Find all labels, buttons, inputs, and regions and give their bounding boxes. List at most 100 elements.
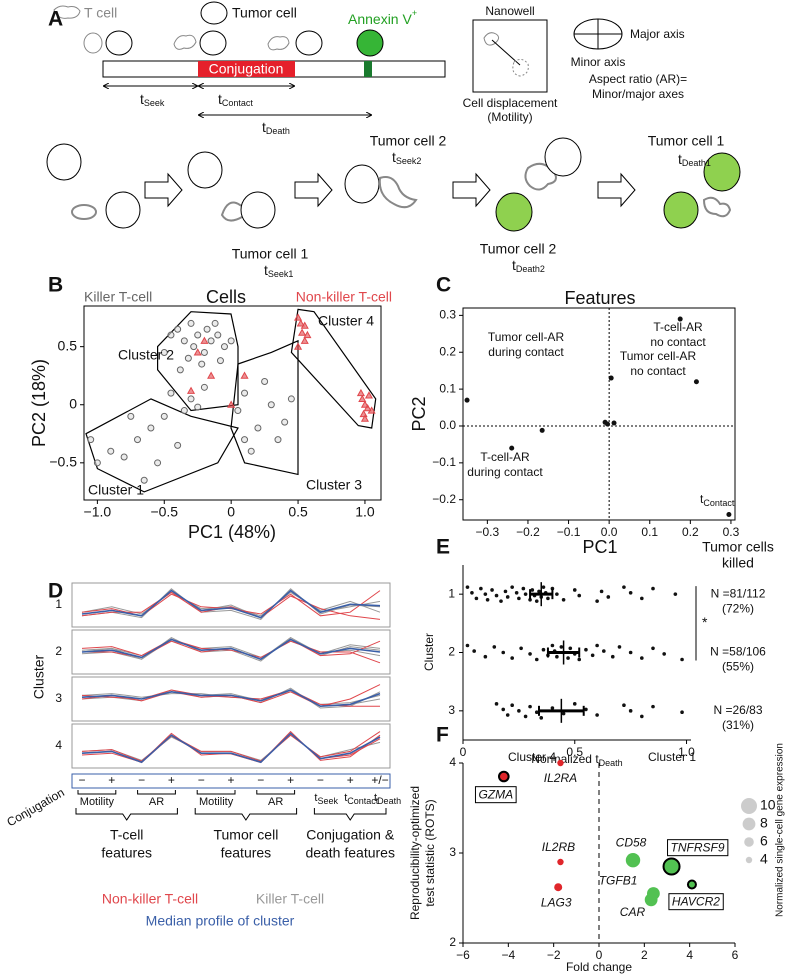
point [561,597,566,602]
displacement-label: (Motility) [487,110,532,124]
median-profile [81,638,381,661]
point [628,590,633,595]
x-tick-label: −0.5 [150,504,178,520]
point [300,321,309,329]
point [534,657,539,662]
y-tick-label: 1 [448,586,455,600]
displacement-label: Cell displacement [463,96,558,110]
annotation: during contact [488,345,564,359]
count-label: (31%) [722,718,754,732]
point [505,595,510,599]
point [296,319,305,327]
category-sign: + [168,773,175,787]
point [267,401,275,409]
point [499,599,503,603]
point [494,593,499,598]
t-sub: Seek [144,98,165,108]
point [200,348,208,356]
y-tick-label: 2 [449,935,456,949]
point [200,383,208,391]
sub: Death [599,758,623,768]
point [470,590,474,595]
dead-cell [356,29,384,57]
point [464,397,470,403]
cell [105,30,133,56]
point [367,406,376,414]
t-contact: tContact [218,91,253,109]
category-sign: − [138,773,145,787]
x-tick-label: −4 [501,948,515,962]
cell [83,32,103,54]
point [617,645,622,649]
point [485,597,490,602]
point [584,707,588,712]
step-arrow [452,172,491,208]
cluster-label: 4 [55,738,62,752]
point [247,447,255,455]
seq-time: tSeek1 [264,262,293,280]
t: t [512,257,516,273]
point [174,441,182,449]
t-cell-label: T cell [84,5,117,21]
sub: Seek [317,796,338,806]
size-legend-circle [745,856,753,864]
point [356,388,365,397]
x-axis-label: PC1 [582,537,617,557]
annotation: no contact [650,335,706,349]
category-sign: − [317,773,324,787]
point [510,656,514,660]
point [227,337,235,345]
group-bracket [256,790,296,795]
subscript-label: tContact [344,792,379,806]
point [200,336,209,344]
nonkiller-profile [81,731,381,762]
point [359,409,368,418]
category-sign: + [347,773,354,787]
y-tick-label: 2 [448,645,455,659]
point [216,357,224,365]
legend-label: Killer T-cell [256,891,324,907]
x-tick-label: −2 [547,948,561,962]
point [622,585,626,589]
gene-label: HAVCR2 [672,895,720,909]
point [577,657,582,662]
point [651,704,655,709]
point [521,586,526,591]
point [167,331,175,339]
y-tick-label: 4 [449,755,456,769]
point [572,702,577,706]
annotation: Tumor cell-AR [620,349,697,363]
point [120,453,128,461]
point [572,588,577,592]
subscript-label: tContact [700,492,735,508]
y-axis-label: PC2 (18%) [29,359,49,447]
point [358,394,367,402]
y-axis-label: Reproducibility-optimized [408,786,422,920]
point [180,407,188,415]
point [474,596,479,601]
point [465,643,470,648]
point [555,592,559,596]
count-label: (72%) [722,601,754,615]
y-tick-label: −0.5 [49,454,77,470]
annotation: no contact [630,364,686,378]
t: t [140,91,144,107]
point [503,589,508,594]
count-label: (55%) [722,660,754,674]
point [214,331,222,339]
point [566,656,570,660]
tumor-cell-icon [200,1,228,25]
y-tick-label: 0.2 [439,344,456,358]
schematic: T cell Tumor cell Annexin V+ Conjugation… [46,1,741,280]
y-axis-label: Cluster [31,654,47,699]
main: t [344,792,347,804]
cluster-label: Cluster 2 [118,347,174,363]
point [537,589,541,594]
annotation: T-cell-AR [480,450,530,464]
size-legend-circle [741,798,757,814]
x-tick-label: 0.1 [641,525,658,539]
point [514,590,519,595]
point [176,366,184,374]
annotation-title: Tumor cells [702,539,774,555]
point [364,391,374,399]
